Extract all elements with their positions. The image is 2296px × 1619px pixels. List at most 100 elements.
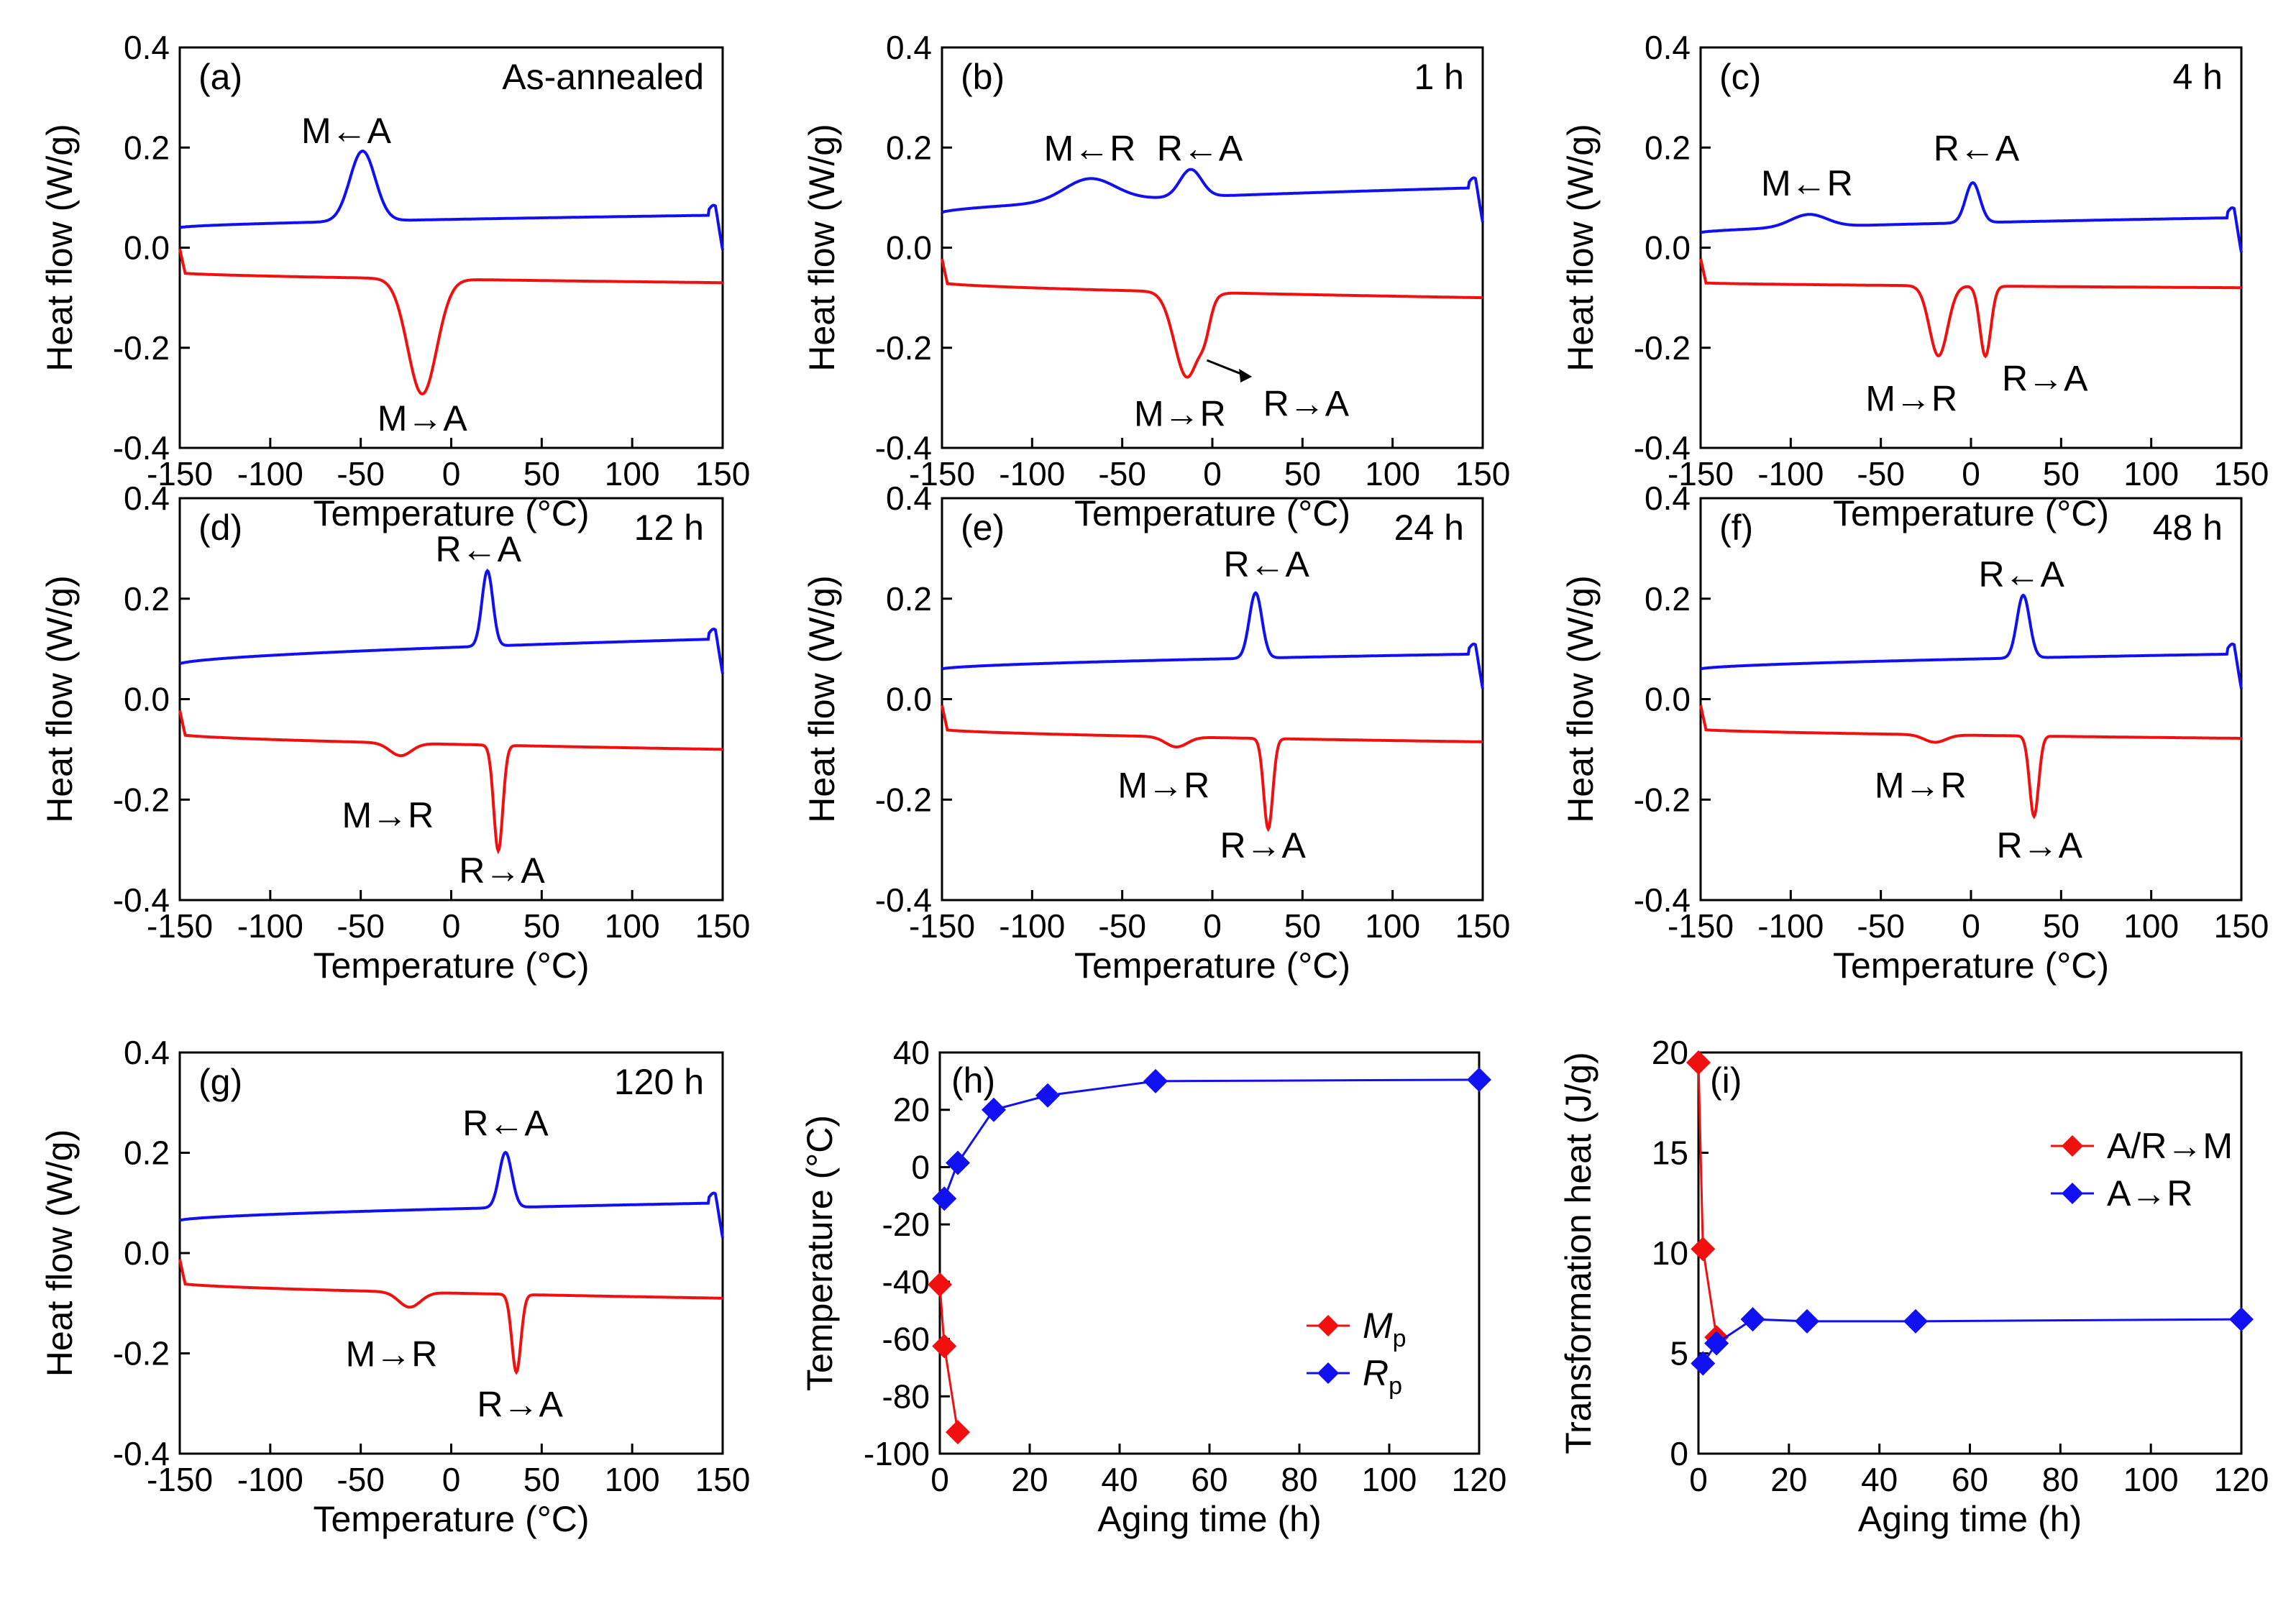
panel-g-cooling-curve: [179, 1150, 724, 1238]
panel-h-xtick-label: 80: [1281, 1461, 1317, 1498]
panel-i-label: (i): [1710, 1060, 1742, 1101]
panel-i-ylabel: Transformation heat (J/g): [1558, 1052, 1598, 1454]
panel-e-ytick-label: -0.4: [875, 881, 932, 919]
panel-a-xtick-label: 50: [523, 455, 560, 492]
panel-c-xtick-label: 50: [2043, 455, 2080, 492]
dsc-panel-d: -150 -100 -50 0 50 100 150 0.4 0.2 0.0 -0.2 -0.4 Tem…: [40, 480, 750, 986]
panel-d-ytick-label: -0.4: [113, 881, 170, 919]
panel-c-annotation: R→A: [2002, 359, 2088, 399]
panel-i-xtick-label: 80: [2042, 1461, 2079, 1498]
panel-b-label: (b): [961, 57, 1005, 97]
panel-a-ytick-label: -0.2: [113, 329, 170, 367]
panel-b-heating-curve: [941, 258, 1483, 379]
panel-b-xtick-label: 50: [1284, 455, 1321, 492]
panel-a-ytick-label: 0.2: [124, 129, 170, 166]
panel-b-condition: 1 h: [1414, 57, 1464, 97]
panel-e-xlabel: Temperature (°C): [1074, 945, 1350, 986]
panel-d-xtick-label: 0: [442, 907, 461, 945]
panel-b-annotation: M←R: [1044, 128, 1136, 168]
panel-c-condition: 4 h: [2172, 57, 2223, 97]
panel-g-heating-curve: [178, 1258, 723, 1375]
panel-e-ylabel: Heat flow (W/g): [802, 575, 842, 823]
panel-d-xtick-label: -100: [237, 907, 303, 945]
panel-h-xtick-label: 60: [1191, 1461, 1227, 1498]
panel-f-cooling-curve: [1700, 593, 2243, 689]
panel-h-series-line: [938, 1284, 959, 1433]
panel-g-ytick-label: 0.0: [124, 1234, 170, 1272]
panel-d-xtick-label: 100: [605, 907, 660, 945]
panel-e-xtick-label: 50: [1284, 907, 1321, 945]
panel-d-annotation: R←A: [436, 529, 522, 569]
panel-i-xtick-label: 60: [1952, 1461, 1988, 1498]
panel-f-ytick-label: 0.4: [1645, 480, 1691, 517]
panel-c-xtick-label: -50: [1857, 455, 1904, 492]
panel-i-series-line: [1697, 1062, 1718, 1338]
panel-c-heating-curve: [1699, 258, 2241, 359]
panel-g-xtick-label: 100: [605, 1461, 660, 1498]
panel-h-xtick-label: 40: [1101, 1461, 1138, 1498]
panel-b-frame: [941, 46, 1484, 449]
panel-f-xlabel: Temperature (°C): [1833, 945, 2109, 986]
panel-e-ytick-label: 0.2: [886, 580, 932, 618]
panel-e-frame: [941, 497, 1484, 902]
panel-b-annotation: R→A: [1263, 383, 1350, 423]
panel-a-xlabel: Temperature (°C): [314, 493, 590, 533]
panel-i-legend-label: A→R: [2107, 1173, 2192, 1214]
panel-c-ytick-label: -0.2: [1634, 329, 1691, 367]
panel-d-xtick-label: -150: [147, 907, 213, 945]
panel-g-xtick-label: 150: [695, 1461, 751, 1498]
panel-h-legend-label: Mp: [1363, 1306, 1407, 1352]
panel-a-ytick-label: 0.0: [124, 229, 170, 267]
panel-f-condition: 48 h: [2153, 508, 2223, 548]
panel-c-label: (c): [1719, 57, 1761, 97]
panel-h-legend-label: Rp: [1363, 1353, 1402, 1400]
panel-d-ylabel: Heat flow (W/g): [40, 575, 80, 823]
panel-i-data-point: [2229, 1307, 2254, 1332]
panel-b-annotation: R←A: [1157, 128, 1243, 168]
panel-h-data-point: [946, 1420, 970, 1445]
panel-h-xtick-label: 100: [1362, 1461, 1417, 1498]
panel-d-xtick-label: 150: [695, 907, 751, 945]
panel-f-xtick-label: 150: [2214, 907, 2269, 945]
panel-a-annotation: M→A: [378, 398, 468, 439]
panel-c-frame: [1699, 46, 2243, 449]
panel-f-xtick-label: -100: [1757, 907, 1824, 945]
panel-h-ytick-label: -100: [864, 1435, 930, 1472]
panel-b-ytick-label: -0.4: [875, 429, 932, 467]
chart-panel-i: 0 20 40 60 80 100 120 20 15 10 5 0 Aging time (h) Tra…: [1558, 1034, 2269, 1539]
panel-h-ytick-label: -40: [882, 1263, 930, 1301]
panel-g-xtick-label: -50: [337, 1461, 384, 1498]
panel-h-data-point: [1467, 1067, 1491, 1092]
panel-b-ytick-label: 0.4: [886, 29, 932, 66]
panel-c-ytick-label: 0.0: [1645, 229, 1691, 267]
panel-e-xtick-label: -50: [1098, 907, 1145, 945]
panel-i-xtick-label: 0: [1689, 1461, 1708, 1498]
panel-c-ytick-label: 0.2: [1645, 129, 1691, 166]
panel-i-data-point: [1686, 1050, 1711, 1075]
panel-i-data-point: [1691, 1237, 1716, 1262]
panel-h-data-point: [932, 1334, 957, 1359]
panel-f-annotation: M→R: [1875, 765, 1967, 805]
panel-i-xtick-label: 40: [1861, 1461, 1898, 1498]
panel-b-annotation: M→R: [1134, 393, 1226, 434]
panel-a-xtick-label: 0: [442, 455, 461, 492]
panel-h-data-point: [932, 1186, 957, 1211]
panel-b-ylabel: Heat flow (W/g): [802, 124, 842, 372]
panel-g-xlabel: Temperature (°C): [314, 1499, 590, 1539]
panel-a-xtick-label: 150: [695, 455, 751, 492]
panel-e-label: (e): [961, 508, 1005, 548]
panel-h-xtick-label: 20: [1011, 1461, 1048, 1498]
panel-d-xtick-label: -50: [337, 907, 384, 945]
panel-b-xtick-label: 0: [1203, 455, 1222, 492]
panel-b-ytick-label: 0.0: [886, 229, 932, 267]
panel-h-xlabel: Aging time (h): [1097, 1499, 1321, 1539]
panel-h-legend-marker: [1317, 1362, 1339, 1384]
panel-e-ytick-label: 0.4: [886, 480, 932, 517]
panel-c-ytick-label: 0.4: [1645, 29, 1691, 66]
panel-i-data-point: [1704, 1331, 1729, 1356]
panel-a-heating-curve: [178, 248, 723, 396]
panel-e-annotation: M→R: [1117, 765, 1209, 805]
panel-e-ytick-label: -0.2: [875, 781, 932, 818]
panel-h-data-point: [1035, 1083, 1060, 1108]
